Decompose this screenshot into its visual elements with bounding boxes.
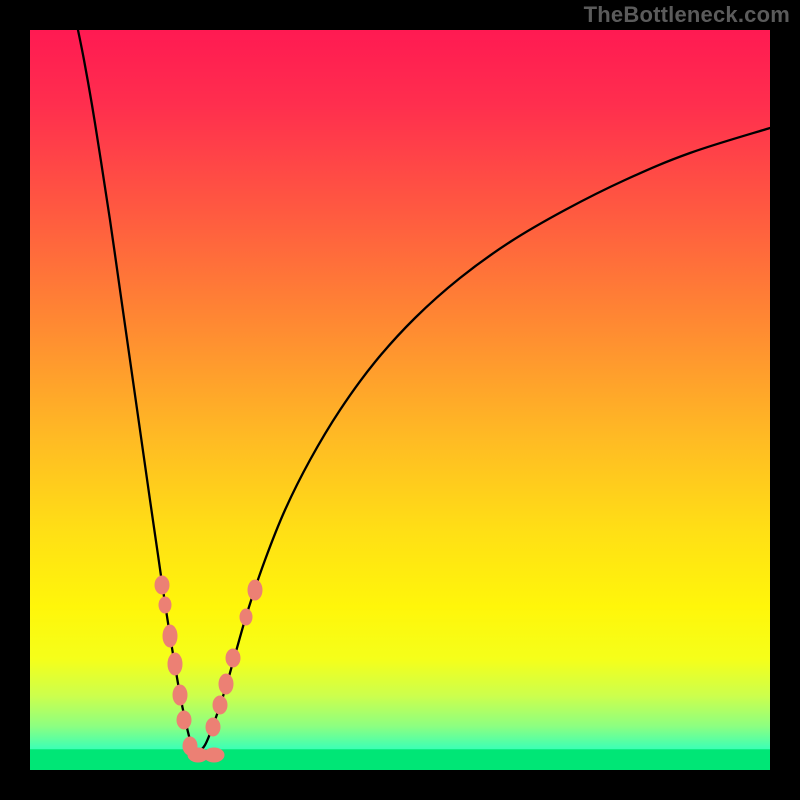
- watermark-text: TheBottleneck.com: [584, 2, 790, 28]
- curve-left-arm: [78, 30, 195, 755]
- data-marker: [155, 576, 169, 594]
- data-marker: [219, 674, 233, 694]
- data-marker: [168, 653, 182, 675]
- data-marker: [206, 718, 220, 736]
- data-marker: [204, 748, 224, 762]
- data-marker: [213, 696, 227, 714]
- chart-overlay: [0, 0, 800, 800]
- bottom-green-strip: [30, 749, 770, 770]
- data-marker: [240, 609, 252, 625]
- data-marker: [173, 685, 187, 705]
- data-marker: [177, 711, 191, 729]
- data-marker: [248, 580, 262, 600]
- data-marker: [159, 597, 171, 613]
- curve-right-arm: [195, 128, 770, 755]
- data-marker: [163, 625, 177, 647]
- data-marker: [226, 649, 240, 667]
